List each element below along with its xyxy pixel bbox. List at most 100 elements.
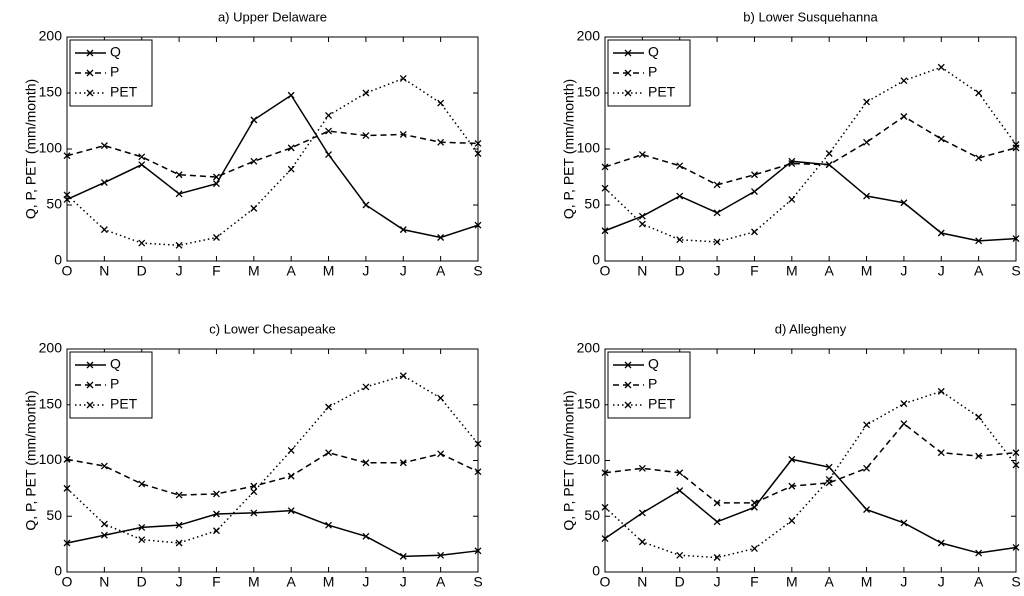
marker <box>212 490 220 498</box>
marker <box>713 209 721 217</box>
marker <box>713 181 721 189</box>
x-tick-label: A <box>825 263 835 279</box>
marker <box>750 228 758 236</box>
marker <box>825 463 833 471</box>
marker <box>601 163 609 171</box>
marker <box>937 449 945 457</box>
marker <box>900 420 908 428</box>
marker <box>788 157 796 165</box>
marker <box>437 234 445 241</box>
legend-marker <box>86 401 94 409</box>
marker <box>362 532 370 540</box>
marker <box>63 484 71 492</box>
marker <box>788 482 796 490</box>
legend-label: PET <box>110 396 138 412</box>
marker <box>63 152 71 160</box>
x-tick-label: A <box>287 574 297 590</box>
marker <box>437 551 445 559</box>
legend-marker <box>86 381 94 389</box>
marker <box>325 449 333 457</box>
series-line <box>66 509 479 558</box>
marker <box>399 130 407 138</box>
series-line <box>604 458 1017 554</box>
legend-box <box>69 351 153 419</box>
legend-label: P <box>648 64 657 80</box>
marker <box>750 188 758 196</box>
marker <box>474 547 482 555</box>
marker <box>175 171 183 179</box>
marker <box>1012 544 1020 551</box>
axes-frame <box>66 36 479 262</box>
marker <box>788 160 796 168</box>
marker <box>900 400 908 408</box>
legend-label: Q <box>648 356 659 372</box>
marker <box>863 98 871 106</box>
subplot-title: c) Lower Chesapeake <box>209 321 335 336</box>
marker <box>601 469 609 477</box>
marker <box>63 455 71 463</box>
marker <box>362 383 370 391</box>
x-tick-label: J <box>714 263 721 279</box>
subplot-title: a) Upper Delaware <box>218 9 327 24</box>
marker <box>138 161 146 169</box>
x-tick-label: A <box>287 263 297 279</box>
marker <box>601 503 609 511</box>
marker <box>325 111 333 119</box>
legend-label: P <box>648 376 657 392</box>
marker <box>676 236 684 244</box>
x-tick-label: J <box>900 574 907 590</box>
legend-label: P <box>110 376 119 392</box>
legend-marker <box>624 381 632 389</box>
marker <box>250 116 258 124</box>
marker <box>175 539 183 547</box>
series-line <box>604 115 1017 186</box>
x-tick-label: J <box>362 263 369 279</box>
marker <box>863 506 871 514</box>
x-tick-label: O <box>62 574 73 590</box>
y-tick-label: 100 <box>577 140 601 156</box>
marker <box>325 127 333 135</box>
x-tick-label: J <box>900 263 907 279</box>
x-tick-label: M <box>861 263 873 279</box>
marker <box>750 545 758 553</box>
marker <box>788 195 796 203</box>
marker <box>100 520 108 528</box>
x-tick-label: M <box>786 574 798 590</box>
x-tick-label: O <box>600 263 611 279</box>
legend-marker <box>86 89 94 97</box>
series-line <box>604 160 1017 242</box>
series-line <box>604 66 1017 243</box>
marker <box>638 212 646 220</box>
series-line <box>66 451 479 496</box>
legend-box <box>607 351 691 419</box>
x-tick-label: M <box>786 263 798 279</box>
x-tick-label: N <box>637 574 647 590</box>
y-tick-label: 0 <box>592 563 600 579</box>
marker <box>250 482 258 490</box>
marker <box>900 199 908 207</box>
marker <box>325 403 333 411</box>
marker <box>863 464 871 472</box>
marker <box>975 89 983 97</box>
marker <box>474 150 482 157</box>
x-tick-label: D <box>137 574 147 590</box>
marker <box>676 469 684 477</box>
marker <box>474 139 482 147</box>
marker <box>863 421 871 429</box>
marker <box>601 184 609 192</box>
legend-box <box>607 39 691 107</box>
legend-label: Q <box>110 356 121 372</box>
marker <box>287 165 295 173</box>
marker <box>287 144 295 152</box>
marker <box>138 480 146 488</box>
marker <box>713 518 721 526</box>
marker <box>287 472 295 480</box>
marker <box>975 452 983 460</box>
marker <box>900 77 908 85</box>
x-tick-label: J <box>176 263 183 279</box>
marker <box>638 464 646 472</box>
marker <box>937 539 945 547</box>
marker <box>212 234 220 241</box>
marker <box>937 387 945 395</box>
